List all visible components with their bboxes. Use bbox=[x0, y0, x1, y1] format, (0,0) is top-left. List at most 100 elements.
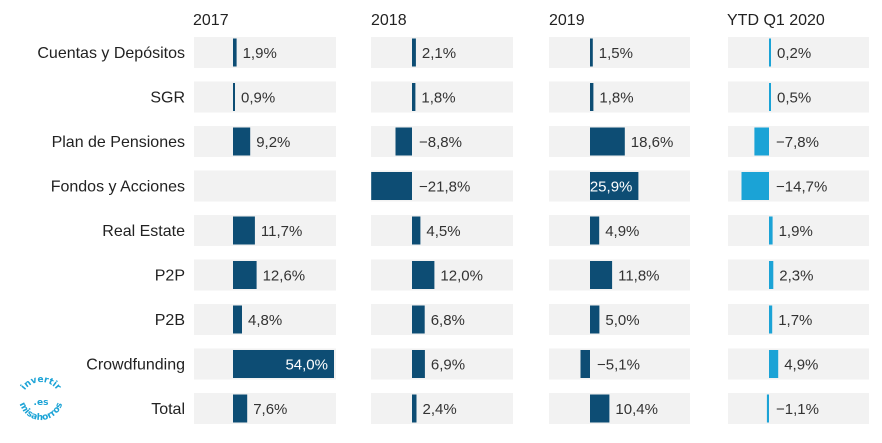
row-label: Real Estate bbox=[102, 223, 185, 240]
data-label: 2,3% bbox=[779, 268, 813, 285]
cell-background bbox=[549, 348, 690, 380]
data-label: 2,1% bbox=[422, 45, 456, 62]
column-title: YTD Q1 2020 bbox=[727, 12, 825, 29]
chart-cell: 4,5% bbox=[371, 215, 513, 246]
data-label: 1,5% bbox=[599, 45, 633, 62]
bar bbox=[412, 261, 435, 289]
data-label: −7,8% bbox=[776, 134, 819, 151]
bar bbox=[769, 83, 771, 111]
bar bbox=[590, 172, 639, 200]
data-label: 25,9% bbox=[590, 179, 633, 196]
cell-background bbox=[194, 126, 336, 157]
cell-background bbox=[194, 259, 336, 291]
data-label: 12,0% bbox=[440, 268, 483, 285]
chart-cell: 4,9% bbox=[549, 215, 690, 246]
cell-background bbox=[371, 348, 513, 380]
data-label: 1,8% bbox=[599, 90, 633, 107]
data-label: −8,8% bbox=[419, 134, 462, 151]
cell-background bbox=[371, 37, 513, 68]
chart-cell: 1,5% bbox=[549, 37, 690, 68]
chart-cell: 18,6% bbox=[549, 126, 690, 157]
chart-cell: 54,0% bbox=[194, 348, 336, 380]
bar bbox=[741, 172, 769, 200]
bar bbox=[395, 127, 412, 156]
data-label: −1,1% bbox=[776, 401, 819, 418]
bar bbox=[412, 350, 425, 378]
bar bbox=[412, 394, 417, 423]
bar bbox=[590, 127, 625, 156]
cell-background bbox=[194, 81, 336, 113]
chart-cell: −1,1% bbox=[728, 393, 869, 424]
cell-background bbox=[549, 215, 690, 246]
chart-cell: 0,9% bbox=[194, 81, 336, 113]
bar bbox=[233, 216, 255, 245]
bar bbox=[769, 38, 771, 67]
bar bbox=[769, 305, 773, 334]
data-label: 0,2% bbox=[777, 45, 811, 62]
row-label: Plan de Pensiones bbox=[52, 134, 185, 151]
bar bbox=[590, 216, 600, 245]
data-label: 10,4% bbox=[615, 401, 658, 418]
cell-background bbox=[549, 304, 690, 335]
data-label: 4,5% bbox=[426, 223, 460, 240]
cell-background bbox=[371, 304, 513, 335]
bar bbox=[412, 216, 421, 245]
chart-cell: 0,5% bbox=[728, 81, 869, 113]
cell-background bbox=[371, 393, 513, 424]
data-label: 1,7% bbox=[778, 312, 812, 329]
cell-background bbox=[728, 304, 869, 335]
column-title: 2019 bbox=[549, 12, 585, 29]
data-label: 1,9% bbox=[779, 223, 813, 240]
row-label: P2P bbox=[155, 268, 185, 285]
chart-cell: 4,8% bbox=[194, 304, 336, 335]
bar bbox=[233, 394, 248, 423]
data-label: 54,0% bbox=[285, 357, 328, 374]
data-label: 4,8% bbox=[248, 312, 282, 329]
cell-background bbox=[549, 37, 690, 68]
data-label: 7,6% bbox=[253, 401, 287, 418]
row-label: Crowdfunding bbox=[86, 357, 185, 374]
cell-background bbox=[728, 393, 869, 424]
bar bbox=[590, 394, 610, 423]
bar bbox=[590, 261, 613, 289]
column-titles: 2017 2018 2019 YTD Q1 2020 bbox=[193, 12, 825, 29]
watermark-text-middle: .es bbox=[34, 398, 49, 408]
data-label: 4,9% bbox=[784, 357, 818, 374]
row-label: SGR bbox=[150, 90, 185, 107]
chart-cell bbox=[194, 170, 336, 202]
data-label: −5,1% bbox=[597, 357, 640, 374]
chart-cell: 2,3% bbox=[728, 259, 869, 291]
chart-cell: 25,9% bbox=[549, 170, 690, 202]
row-label: Total bbox=[151, 401, 185, 418]
chart-cell: 9,2% bbox=[194, 126, 336, 157]
bar bbox=[233, 350, 334, 378]
column-title: 2017 bbox=[193, 12, 229, 29]
chart-cell: 0,2% bbox=[728, 37, 869, 68]
bar bbox=[412, 83, 416, 111]
cell-background bbox=[728, 81, 869, 113]
bar bbox=[769, 216, 773, 245]
bar bbox=[233, 305, 242, 334]
chart-cell: −14,7% bbox=[728, 170, 869, 202]
cell-background bbox=[728, 215, 869, 246]
bar bbox=[590, 305, 600, 334]
row-label: Cuentas y Depósitos bbox=[37, 45, 185, 62]
data-label: −14,7% bbox=[776, 179, 827, 196]
data-label: 9,2% bbox=[256, 134, 290, 151]
data-label: −21,8% bbox=[419, 179, 470, 196]
chart-cell: 6,8% bbox=[371, 304, 513, 335]
bar bbox=[233, 83, 235, 111]
chart-cell: 11,7% bbox=[194, 215, 336, 246]
bar bbox=[766, 394, 769, 423]
chart-cell: 2,4% bbox=[371, 393, 513, 424]
data-label: 12,6% bbox=[263, 268, 306, 285]
data-label: 11,7% bbox=[261, 223, 302, 240]
cell-background bbox=[549, 259, 690, 291]
chart-cell: 1,9% bbox=[728, 215, 869, 246]
cell-background bbox=[194, 393, 336, 424]
chart-panels: 1,9% 2,1% 1,5% 0,2% 0,9% 1,8% 1,8% 0,5% 9,2% −8,8… bbox=[194, 37, 869, 424]
bar bbox=[769, 350, 779, 378]
cell-background bbox=[728, 259, 869, 291]
chart-cell: 6,9% bbox=[371, 348, 513, 380]
